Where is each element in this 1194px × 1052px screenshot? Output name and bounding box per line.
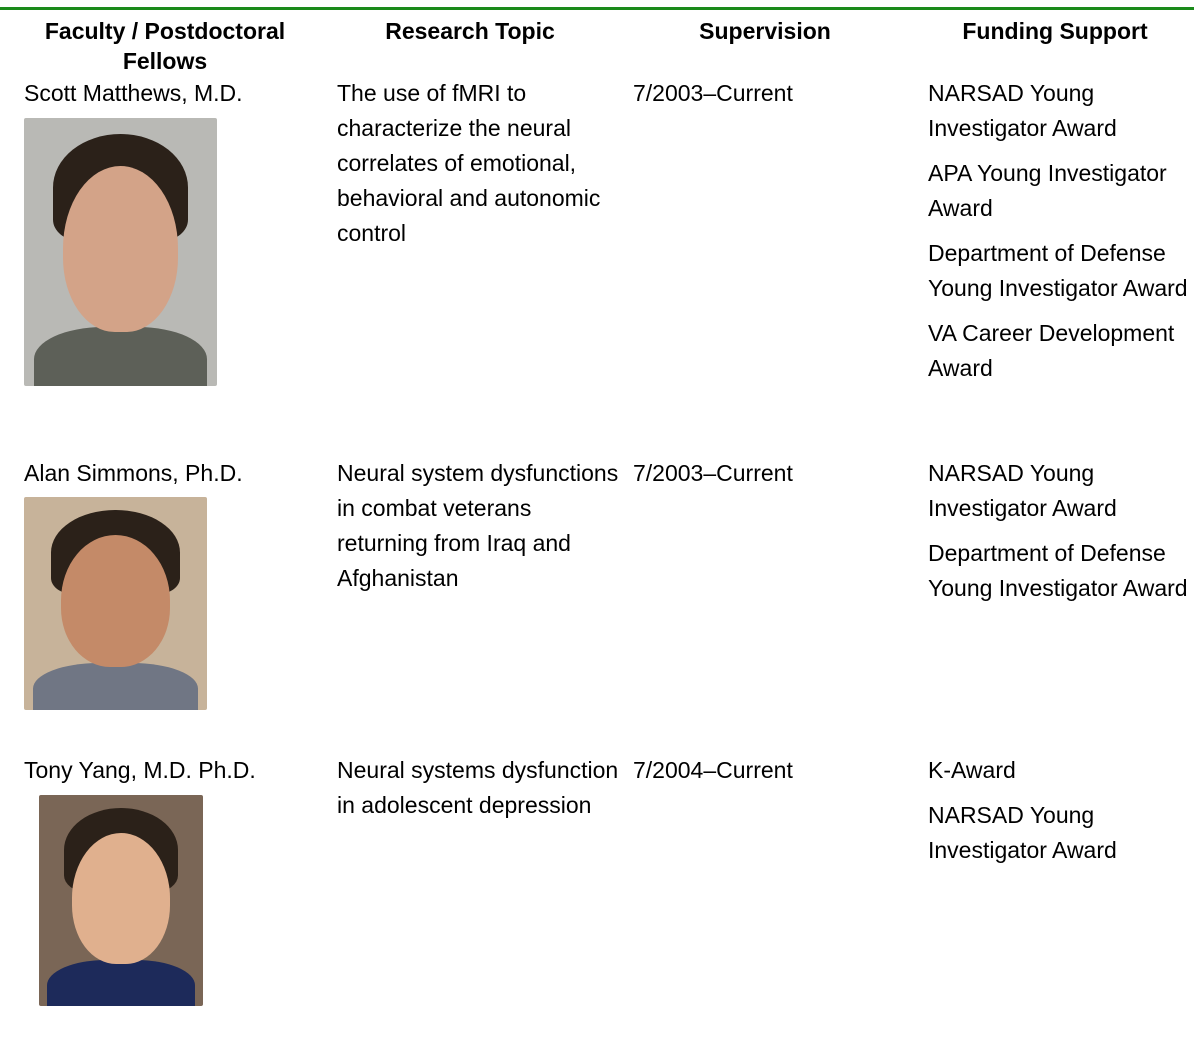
header-rule <box>0 7 1194 10</box>
supervision: 7/2003–Current <box>633 80 793 106</box>
photo-shirt <box>33 663 198 710</box>
funding-list: K-Award NARSAD Young Investigator Award <box>928 753 1190 878</box>
column-header: Funding Support <box>962 18 1148 44</box>
funding-item: APA Young Investigator Award <box>928 160 1167 221</box>
photo-shirt <box>33 327 208 386</box>
person-name: Alan Simmons, Ph.D. <box>24 460 243 486</box>
funding-item: NARSAD Young Investigator Award <box>928 80 1117 141</box>
funding-item: NARSAD Young Investigator Award <box>928 802 1117 863</box>
supervision: 7/2003–Current <box>633 460 793 486</box>
photo <box>39 795 203 1006</box>
column-header: Research Topic <box>385 18 555 44</box>
research-topic: Neural system dysfunctions in combat vet… <box>337 460 619 591</box>
supervision: 7/2004–Current <box>633 757 793 783</box>
person-name: Scott Matthews, M.D. <box>24 80 243 106</box>
funding-item: Department of Defense Young Investigator… <box>928 540 1188 601</box>
photo-shirt <box>47 959 195 1006</box>
photo <box>24 497 207 710</box>
research-topic: Neural systems dysfunction in adolescent… <box>337 757 619 818</box>
photo-face <box>62 166 179 333</box>
photo <box>24 118 217 386</box>
funding-list: NARSAD Young Investigator Award APA Young… <box>928 76 1190 396</box>
photo-face <box>71 832 171 964</box>
column-header: Faculty / Postdoctoral Fellows <box>44 18 286 74</box>
funding-item: NARSAD Young Investigator Award <box>928 460 1117 521</box>
funding-item: VA Career Development Award <box>928 320 1175 381</box>
research-topic: The use of fMRI to characterize the neur… <box>337 80 601 246</box>
person-name: Tony Yang, M.D. Ph.D. <box>24 757 256 783</box>
funding-list: NARSAD Young Investigator Award Departmen… <box>928 456 1190 616</box>
funding-item: Department of Defense Young Investigator… <box>928 240 1188 301</box>
funding-item: K-Award <box>928 757 1016 783</box>
photo-face <box>60 535 171 668</box>
column-header: Supervision <box>699 18 831 44</box>
